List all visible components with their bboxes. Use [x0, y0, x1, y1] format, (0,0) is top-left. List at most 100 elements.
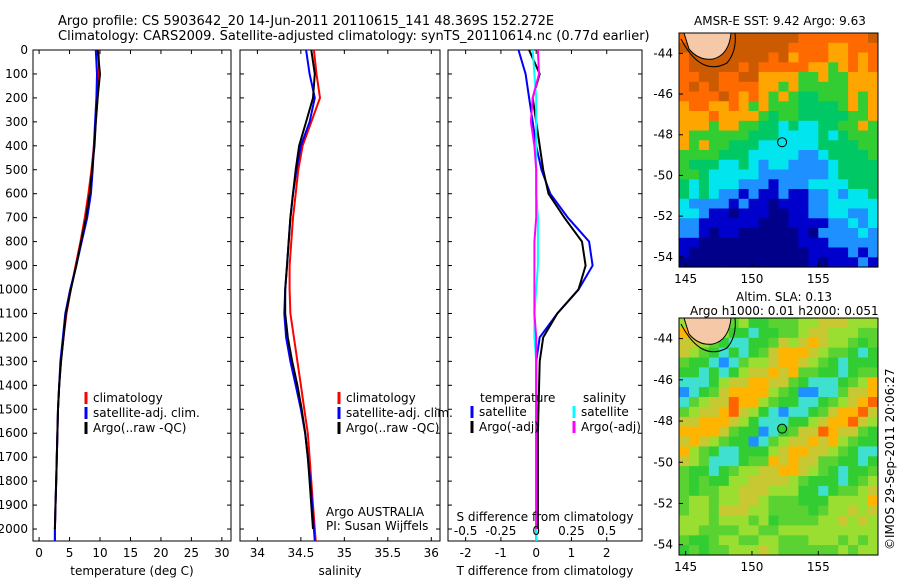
- map-cell: [698, 169, 710, 180]
- map-cell: [798, 318, 809, 329]
- map-cell: [689, 101, 700, 112]
- map-cell: [738, 237, 750, 249]
- map-cell: [679, 189, 690, 200]
- map-cell: [728, 426, 740, 438]
- map-cell: [868, 208, 879, 219]
- map-cell: [858, 485, 869, 497]
- map-cell: [808, 545, 819, 556]
- map-cell: [748, 327, 760, 339]
- panel-annotation: PI: Susan Wijffels: [326, 519, 428, 533]
- map-cell: [728, 416, 740, 428]
- y-tick-label: 1600: [0, 426, 28, 440]
- map-cell: [768, 101, 779, 112]
- y-tick-label: 1900: [0, 498, 28, 512]
- map-cell: [838, 159, 849, 171]
- map-cell: [698, 426, 710, 438]
- map-cell: [858, 357, 869, 368]
- map-cell: [858, 159, 869, 171]
- map-cell: [848, 525, 859, 536]
- map-cell: [828, 485, 839, 497]
- map-cell: [808, 237, 819, 249]
- map-cell: [858, 446, 869, 457]
- map-cell: [858, 101, 869, 112]
- map-cell: [748, 218, 760, 229]
- map-cell: [728, 120, 740, 132]
- map-cell: [698, 535, 710, 546]
- map-cell: [798, 247, 809, 258]
- map-cell: [768, 535, 779, 546]
- map-cell: [848, 327, 859, 339]
- map-cell: [718, 545, 730, 556]
- map-cell: [828, 169, 839, 180]
- map-cell: [698, 387, 710, 398]
- map-cell: [838, 179, 849, 190]
- map-cell: [679, 495, 690, 507]
- map-cell: [738, 476, 750, 487]
- map-cell: [738, 218, 750, 229]
- map-cell: [679, 81, 690, 93]
- map-cell: [698, 189, 710, 200]
- map-cell: [778, 81, 789, 93]
- map-cell: [718, 159, 730, 171]
- map-cell: [868, 198, 879, 210]
- map-cell: [708, 505, 720, 517]
- map-cell: [858, 208, 869, 219]
- map-cell: [698, 62, 710, 73]
- map-cell: [808, 446, 819, 457]
- map-cell: [788, 515, 799, 526]
- map-cell: [798, 237, 809, 249]
- map-cell: [848, 347, 859, 359]
- map-cell: [838, 247, 849, 258]
- map-cell: [858, 189, 869, 200]
- map-cell: [768, 515, 779, 526]
- map-cell: [788, 446, 799, 457]
- map-cell: [848, 33, 859, 44]
- map-cell: [748, 337, 760, 349]
- map-cell: [818, 130, 829, 141]
- series-line: [53, 49, 99, 541]
- map-cell: [818, 505, 829, 517]
- map-cell: [718, 446, 730, 457]
- y-tick-label: 300: [5, 115, 28, 129]
- map-cell: [689, 179, 700, 190]
- map-cell: [808, 150, 819, 161]
- map-cell: [828, 377, 839, 388]
- map-cell: [828, 357, 839, 368]
- map-cell: [778, 515, 789, 526]
- map-cell: [798, 515, 809, 526]
- map-cell: [679, 416, 690, 428]
- map-cell: [818, 72, 829, 83]
- map-cell: [838, 545, 849, 556]
- map-cell: [828, 81, 839, 93]
- map-cell: [798, 397, 809, 408]
- map-cell: [798, 525, 809, 536]
- map-cell: [828, 337, 839, 349]
- map-cell: [868, 42, 879, 54]
- map-cell: [838, 81, 849, 93]
- map-cell: [838, 357, 849, 368]
- map-cell: [718, 101, 730, 112]
- map-cell: [838, 198, 849, 210]
- map-cell: [698, 81, 710, 93]
- map-cell: [858, 367, 869, 378]
- map-cell: [788, 416, 799, 428]
- map-cell: [679, 406, 690, 418]
- map-cell: [718, 72, 730, 83]
- map-cell: [748, 397, 760, 408]
- map-cell: [778, 159, 789, 171]
- map-cell: [788, 318, 799, 329]
- map-cell: [738, 91, 750, 102]
- map-cell: [679, 446, 690, 457]
- y-tick-label: -44: [653, 46, 673, 60]
- map-cell: [838, 377, 849, 388]
- map-cell: [858, 505, 869, 517]
- map-cell: [718, 257, 730, 268]
- map-cell: [738, 397, 750, 408]
- map-cell: [768, 456, 779, 467]
- map-cell: [718, 52, 730, 63]
- map-cell: [818, 208, 829, 219]
- map-cell: [868, 130, 879, 141]
- map-cell: [738, 357, 750, 368]
- map-cell: [768, 318, 779, 329]
- map-cell: [698, 476, 710, 487]
